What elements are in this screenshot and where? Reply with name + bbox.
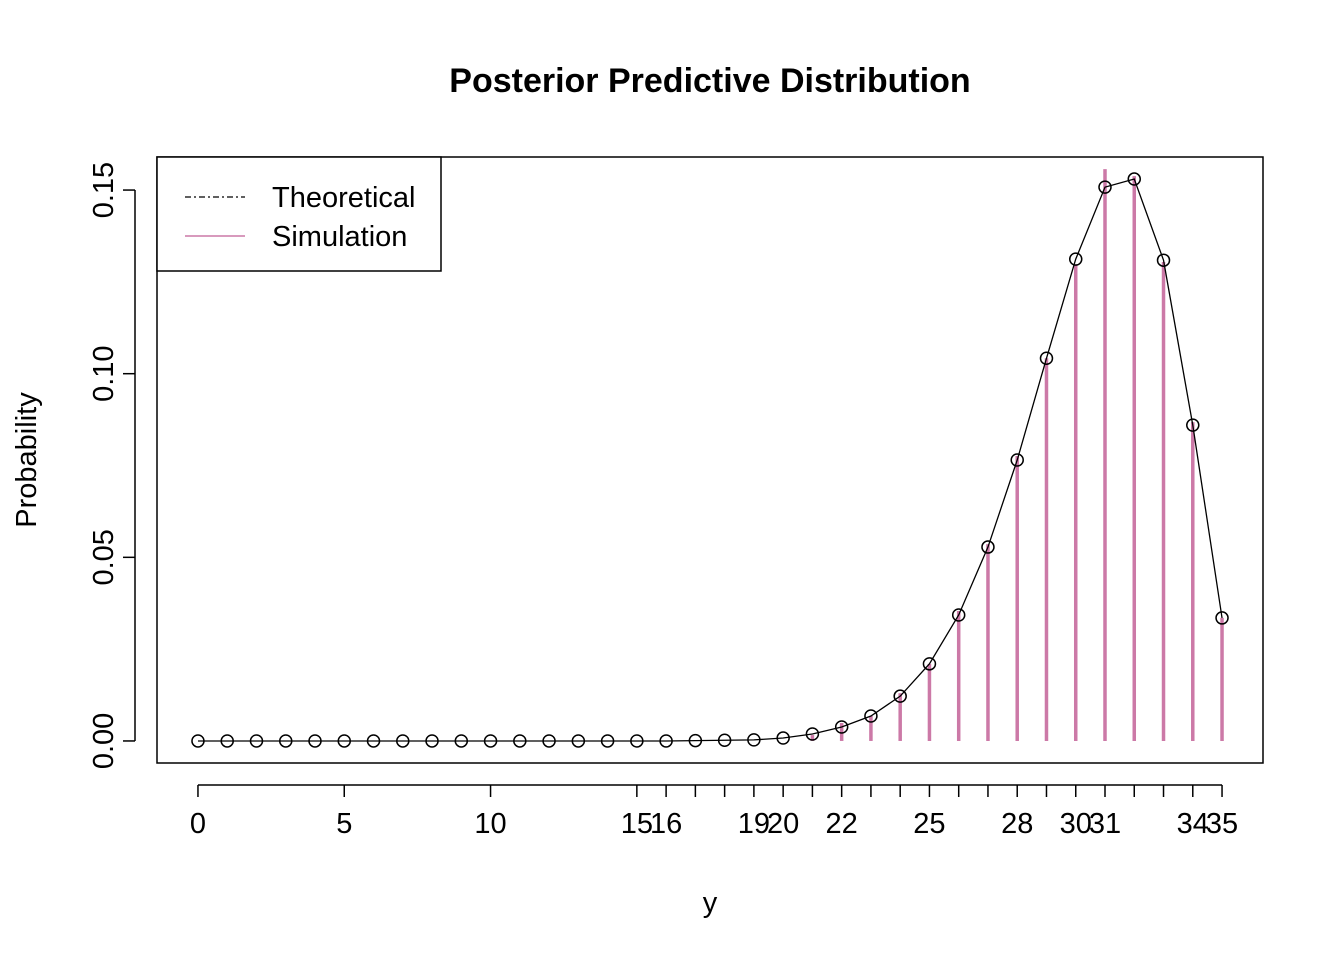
point xyxy=(1127,172,1142,186)
x-tick-label: 15 xyxy=(621,808,653,840)
y-tick-label: 0.10 xyxy=(88,345,120,401)
x-tick-label: 34 xyxy=(1177,808,1209,840)
point xyxy=(1039,351,1054,366)
point xyxy=(1156,253,1171,267)
point xyxy=(191,734,205,748)
point xyxy=(834,720,849,734)
point xyxy=(366,734,381,748)
point xyxy=(922,657,937,671)
y-tick-label: 0.05 xyxy=(88,529,120,585)
point xyxy=(717,733,732,747)
point xyxy=(630,734,644,748)
point xyxy=(337,734,352,748)
point xyxy=(747,733,761,747)
point xyxy=(454,734,469,748)
point xyxy=(893,689,907,703)
legend-label: Theoretical xyxy=(272,182,415,214)
theory-line xyxy=(197,178,1223,742)
point xyxy=(659,734,673,748)
point xyxy=(776,731,790,745)
x-tick-label: 22 xyxy=(826,808,858,840)
x-axis-label: y xyxy=(703,887,718,919)
point xyxy=(951,608,966,622)
point xyxy=(1186,418,1200,432)
point xyxy=(1215,611,1229,625)
x-tick-label: 5 xyxy=(336,808,352,840)
x-tick-label: 20 xyxy=(767,808,799,840)
point xyxy=(600,734,615,748)
point xyxy=(981,540,995,554)
point xyxy=(1098,180,1112,194)
x-tick-label: 25 xyxy=(913,808,945,840)
chart-title: Posterior Predictive Distribution xyxy=(449,62,970,100)
y-tick-label: 0.15 xyxy=(88,162,120,218)
x-tick-label: 31 xyxy=(1089,808,1121,840)
legend-label: Simulation xyxy=(272,221,407,253)
y-axis-label: Probability xyxy=(11,392,43,528)
x-tick-label: 28 xyxy=(1001,808,1033,840)
x-tick-label: 16 xyxy=(650,808,682,840)
point xyxy=(513,734,527,748)
point xyxy=(396,734,410,748)
x-tick-label: 10 xyxy=(474,808,506,840)
point xyxy=(483,734,498,748)
point xyxy=(308,734,322,748)
legend-box xyxy=(156,156,442,272)
point xyxy=(1068,252,1083,266)
point xyxy=(425,734,439,748)
point xyxy=(688,733,703,748)
x-tick-label: 0 xyxy=(190,808,206,840)
point xyxy=(542,734,556,748)
x-tick-label: 35 xyxy=(1206,808,1238,840)
point xyxy=(278,734,293,748)
x-tick-label: 19 xyxy=(738,808,770,840)
point xyxy=(1010,453,1024,467)
y-tick-label: 0.00 xyxy=(88,713,120,769)
point xyxy=(805,727,820,741)
point xyxy=(864,709,878,723)
point xyxy=(220,734,234,748)
plot-box xyxy=(156,156,1264,764)
point xyxy=(249,734,264,748)
point xyxy=(571,734,586,748)
x-tick-label: 30 xyxy=(1060,808,1092,840)
